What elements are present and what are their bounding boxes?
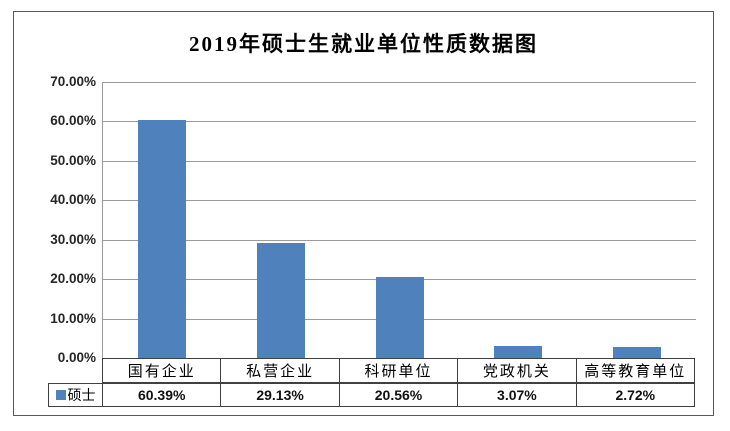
- legend-series-label: 硕士: [67, 389, 96, 404]
- bar-research-institution: [375, 276, 424, 358]
- value-cell: 3.07%: [458, 384, 576, 406]
- bar-higher-education-unit: [612, 347, 661, 358]
- gridline: [103, 200, 696, 202]
- gridline: [103, 82, 696, 83]
- y-tick-label: 60.00%: [50, 113, 96, 128]
- bar-state-owned-enterprise: [138, 119, 187, 358]
- chart-title: 2019年硕士生就业单位性质数据图: [189, 32, 538, 56]
- y-tick-label: 70.00%: [50, 74, 96, 89]
- bar-party-government-organ: [494, 345, 543, 358]
- legend-key-cell: 硕士: [49, 384, 102, 406]
- y-tick-label: 40.00%: [50, 192, 96, 207]
- y-tick-label: 0.00%: [57, 350, 96, 365]
- gridline: [103, 160, 696, 162]
- series-color-swatch-icon: [55, 390, 66, 400]
- y-tick-label: 20.00%: [50, 271, 96, 286]
- category-header-cell: 党政机关: [458, 359, 576, 382]
- chart-figure: 2019年硕士生就业单位性质数据图 70.00% 60.00% 50.00% 4…: [13, 11, 714, 416]
- data-table-header-row: 国有企业 私营企业 科研单位 党政机关 高等教育单位: [102, 358, 695, 383]
- y-tick-label: 30.00%: [50, 232, 96, 247]
- value-cell: 29.13%: [221, 384, 339, 406]
- value-cell: 60.39%: [103, 384, 221, 406]
- value-cell: 2.72%: [576, 384, 694, 406]
- gridline: [103, 239, 696, 241]
- y-axis: 70.00% 60.00% 50.00% 40.00% 30.00% 20.00…: [32, 12, 96, 415]
- gridline: [103, 121, 696, 123]
- value-cell: 20.56%: [339, 384, 458, 406]
- bar-private-enterprise: [256, 243, 305, 358]
- category-header-cell: 高等教育单位: [576, 359, 694, 382]
- data-table-value-row: 硕士 60.39% 29.13% 20.56% 3.07% 2.72%: [48, 383, 695, 407]
- category-header-cell: 国有企业: [103, 359, 221, 382]
- plot-area: [102, 82, 696, 358]
- y-tick-label: 10.00%: [50, 311, 96, 326]
- category-header-cell: 私营企业: [221, 359, 339, 382]
- category-header-cell: 科研单位: [339, 359, 458, 382]
- y-tick-label: 50.00%: [50, 153, 96, 168]
